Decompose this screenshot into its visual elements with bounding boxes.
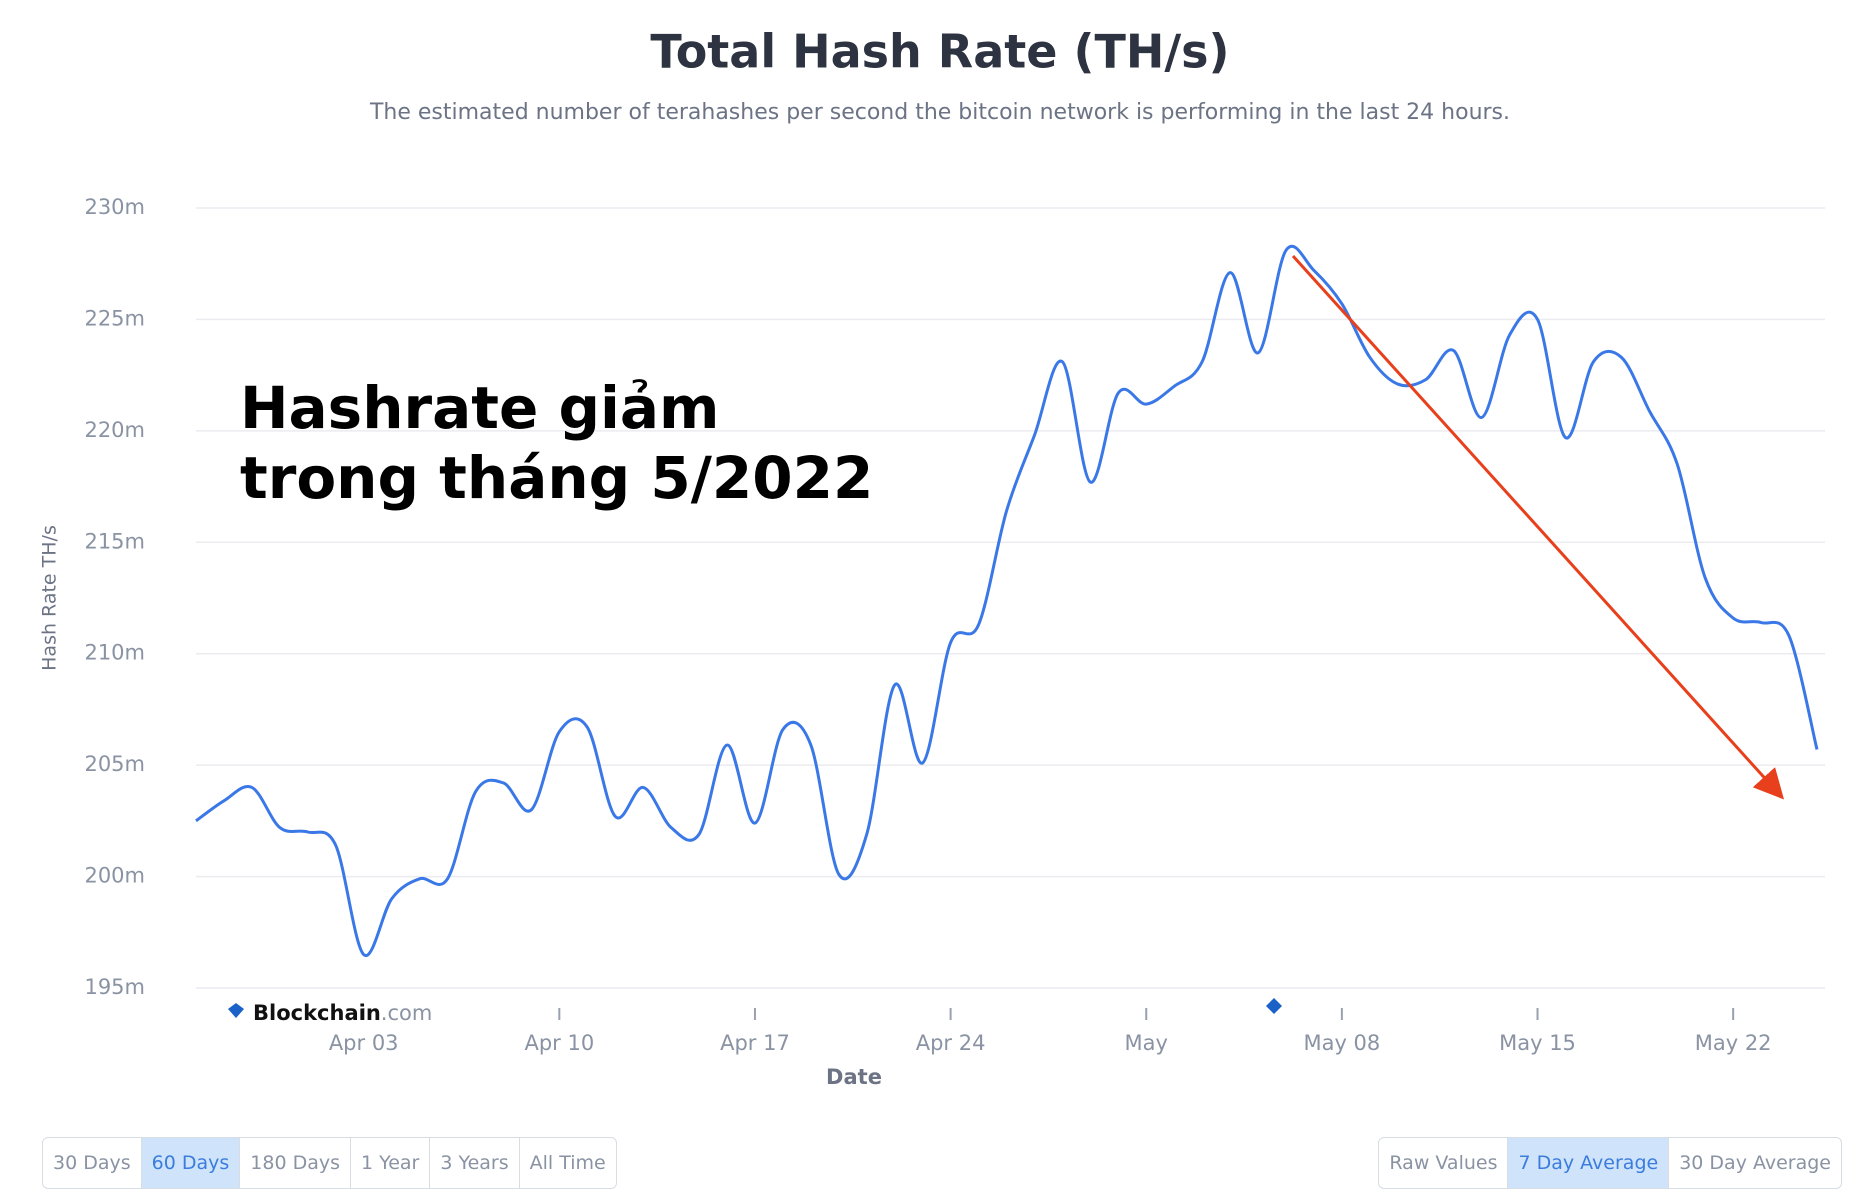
toggle-button[interactable]: 3 Years [430, 1138, 520, 1188]
toggle-button[interactable]: 30 Day Average [1679, 1152, 1831, 1174]
toggle-button[interactable]: 180 Days [240, 1138, 352, 1188]
annotation: trong tháng 5/2022 [240, 444, 873, 512]
toggle-button[interactable]: Raw Values [1379, 1138, 1509, 1188]
watermark-suffix: .com [381, 1001, 433, 1025]
x-tick-label: Apr 03 [329, 1031, 399, 1055]
chart-subtitle: The estimated number of terahashes per s… [369, 100, 1510, 125]
y-tick-label: 220m [84, 418, 145, 442]
toggle-button[interactable]: 1 Year [351, 1138, 431, 1188]
average-buttons: Raw Values 7 Day Average 30 Day Average [1378, 1137, 1842, 1189]
toggle-button[interactable]: 60 Days [141, 1138, 241, 1188]
y-tick-label: 215m [84, 529, 145, 553]
trend-arrow [1291, 254, 1785, 800]
x-tick-label: May [1125, 1031, 1168, 1055]
toggle-button[interactable]: All Time [529, 1152, 606, 1174]
y-tick-label: 200m [84, 864, 145, 888]
annotation: Hashrate giảm [240, 374, 719, 442]
y-tick-label: 195m [84, 975, 145, 999]
logo-icon [228, 1003, 244, 1018]
data-line [195, 244, 1819, 958]
plot-area: 195m 200m 205m 210m 215m 220m 225m 230m Apr 03 Ap… [84, 195, 1825, 1055]
x-tick-label: May 15 [1499, 1031, 1576, 1055]
y-tick-label: 230m [84, 195, 145, 219]
logo [1266, 998, 1282, 1014]
y-axis-label: Hash Rate TH/s [39, 525, 61, 671]
x-tick-label: Apr 10 [524, 1031, 594, 1055]
toggle-button[interactable]: 7 Day Average [1508, 1138, 1670, 1188]
toggle-button[interactable]: 30 Days [43, 1138, 142, 1188]
watermark: Blockchain.com [253, 1001, 432, 1025]
x-tick-label: May 08 [1303, 1031, 1380, 1055]
y-tick-label: 225m [84, 306, 145, 330]
x-tick-label: Apr 17 [720, 1031, 790, 1055]
y-tick-label: 210m [84, 641, 145, 665]
y-tick-label: 205m [84, 752, 145, 776]
x-axis-label: Date [826, 1065, 882, 1089]
x-tick-label: Apr 24 [916, 1031, 986, 1055]
range-buttons: 30 Days 60 Days 180 Days 1 Year 3 Years All T… [42, 1137, 617, 1189]
chart-title: Total Hash Rate (TH/s) [650, 25, 1229, 79]
x-tick-label: May 22 [1695, 1031, 1772, 1055]
watermark-brand: Blockchain [253, 1001, 381, 1025]
